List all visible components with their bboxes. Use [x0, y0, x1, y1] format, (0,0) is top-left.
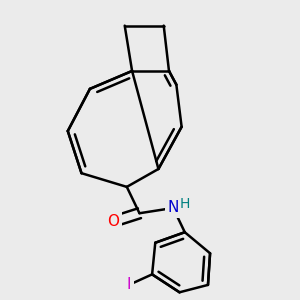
Text: O: O — [107, 214, 119, 229]
Text: I: I — [127, 278, 131, 292]
Text: N: N — [167, 200, 179, 215]
Text: H: H — [180, 197, 190, 211]
